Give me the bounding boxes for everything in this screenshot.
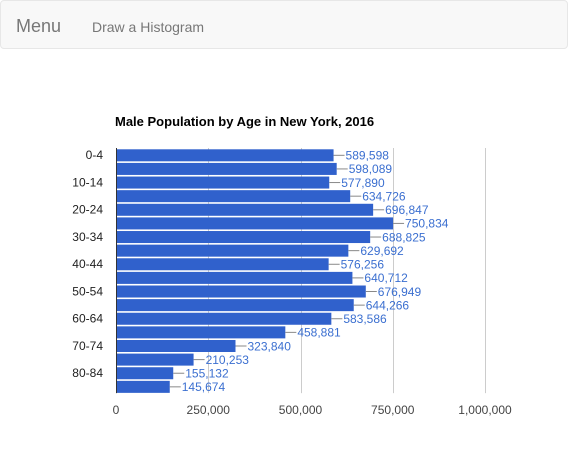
navbar: Menu Draw a Histogram [0,0,568,49]
menu-brand-link[interactable]: Menu [16,16,62,36]
category-tick-label: 70-74 [72,339,103,353]
category-tick-label: 20-24 [72,203,103,217]
data-label: 145,674 [182,380,226,394]
x-tick-label: 500,000 [279,403,323,417]
chart-title: Male Population by Age in New York, 2016 [115,114,375,129]
data-label: 155,132 [185,367,229,381]
bar[interactable] [116,176,330,189]
category-tick-label: 80-84 [72,366,103,380]
bar[interactable] [116,271,353,284]
data-label: 576,256 [341,258,385,272]
data-label: 598,089 [349,162,393,176]
category-tick-label: 0-4 [86,148,104,162]
bar[interactable] [116,312,332,325]
data-label: 644,266 [366,298,410,312]
data-label: 676,949 [378,285,422,299]
bar[interactable] [116,231,371,244]
data-label: 458,881 [297,326,341,340]
bar[interactable] [116,380,170,393]
bar[interactable] [116,353,194,366]
x-tick-label: 250,000 [187,403,231,417]
data-label: 688,825 [382,230,426,244]
data-label: 323,840 [247,339,291,353]
category-tick-label: 30-34 [72,230,103,244]
bar[interactable] [116,190,351,203]
bar[interactable] [116,285,366,298]
data-label: 629,692 [360,244,404,258]
data-label: 210,253 [206,353,250,367]
data-label: 589,598 [346,149,390,163]
x-tick-label: 0 [113,403,120,417]
bar[interactable] [116,217,394,230]
bar[interactable] [116,258,329,271]
bar[interactable] [116,244,349,257]
x-tick-label: 1,000,000 [458,403,512,417]
bar[interactable] [116,299,354,312]
data-label: 577,890 [341,176,385,190]
data-label: 750,834 [405,217,449,231]
data-label: 634,726 [362,189,406,203]
category-tick-label: 60-64 [72,312,103,326]
data-label: 640,712 [364,271,408,285]
bar[interactable] [116,367,174,380]
bar[interactable] [116,149,334,162]
category-tick-label: 40-44 [72,257,103,271]
data-label: 583,586 [343,312,387,326]
category-tick-label: 50-54 [72,284,103,298]
bar[interactable] [116,326,286,339]
bar[interactable] [116,203,374,216]
draw-histogram-link[interactable]: Draw a Histogram [92,19,205,35]
x-tick-label: 750,000 [371,403,415,417]
category-tick-label: 10-14 [72,175,103,189]
data-label: 696,847 [385,203,429,217]
bar[interactable] [116,339,236,352]
bar[interactable] [116,162,337,175]
